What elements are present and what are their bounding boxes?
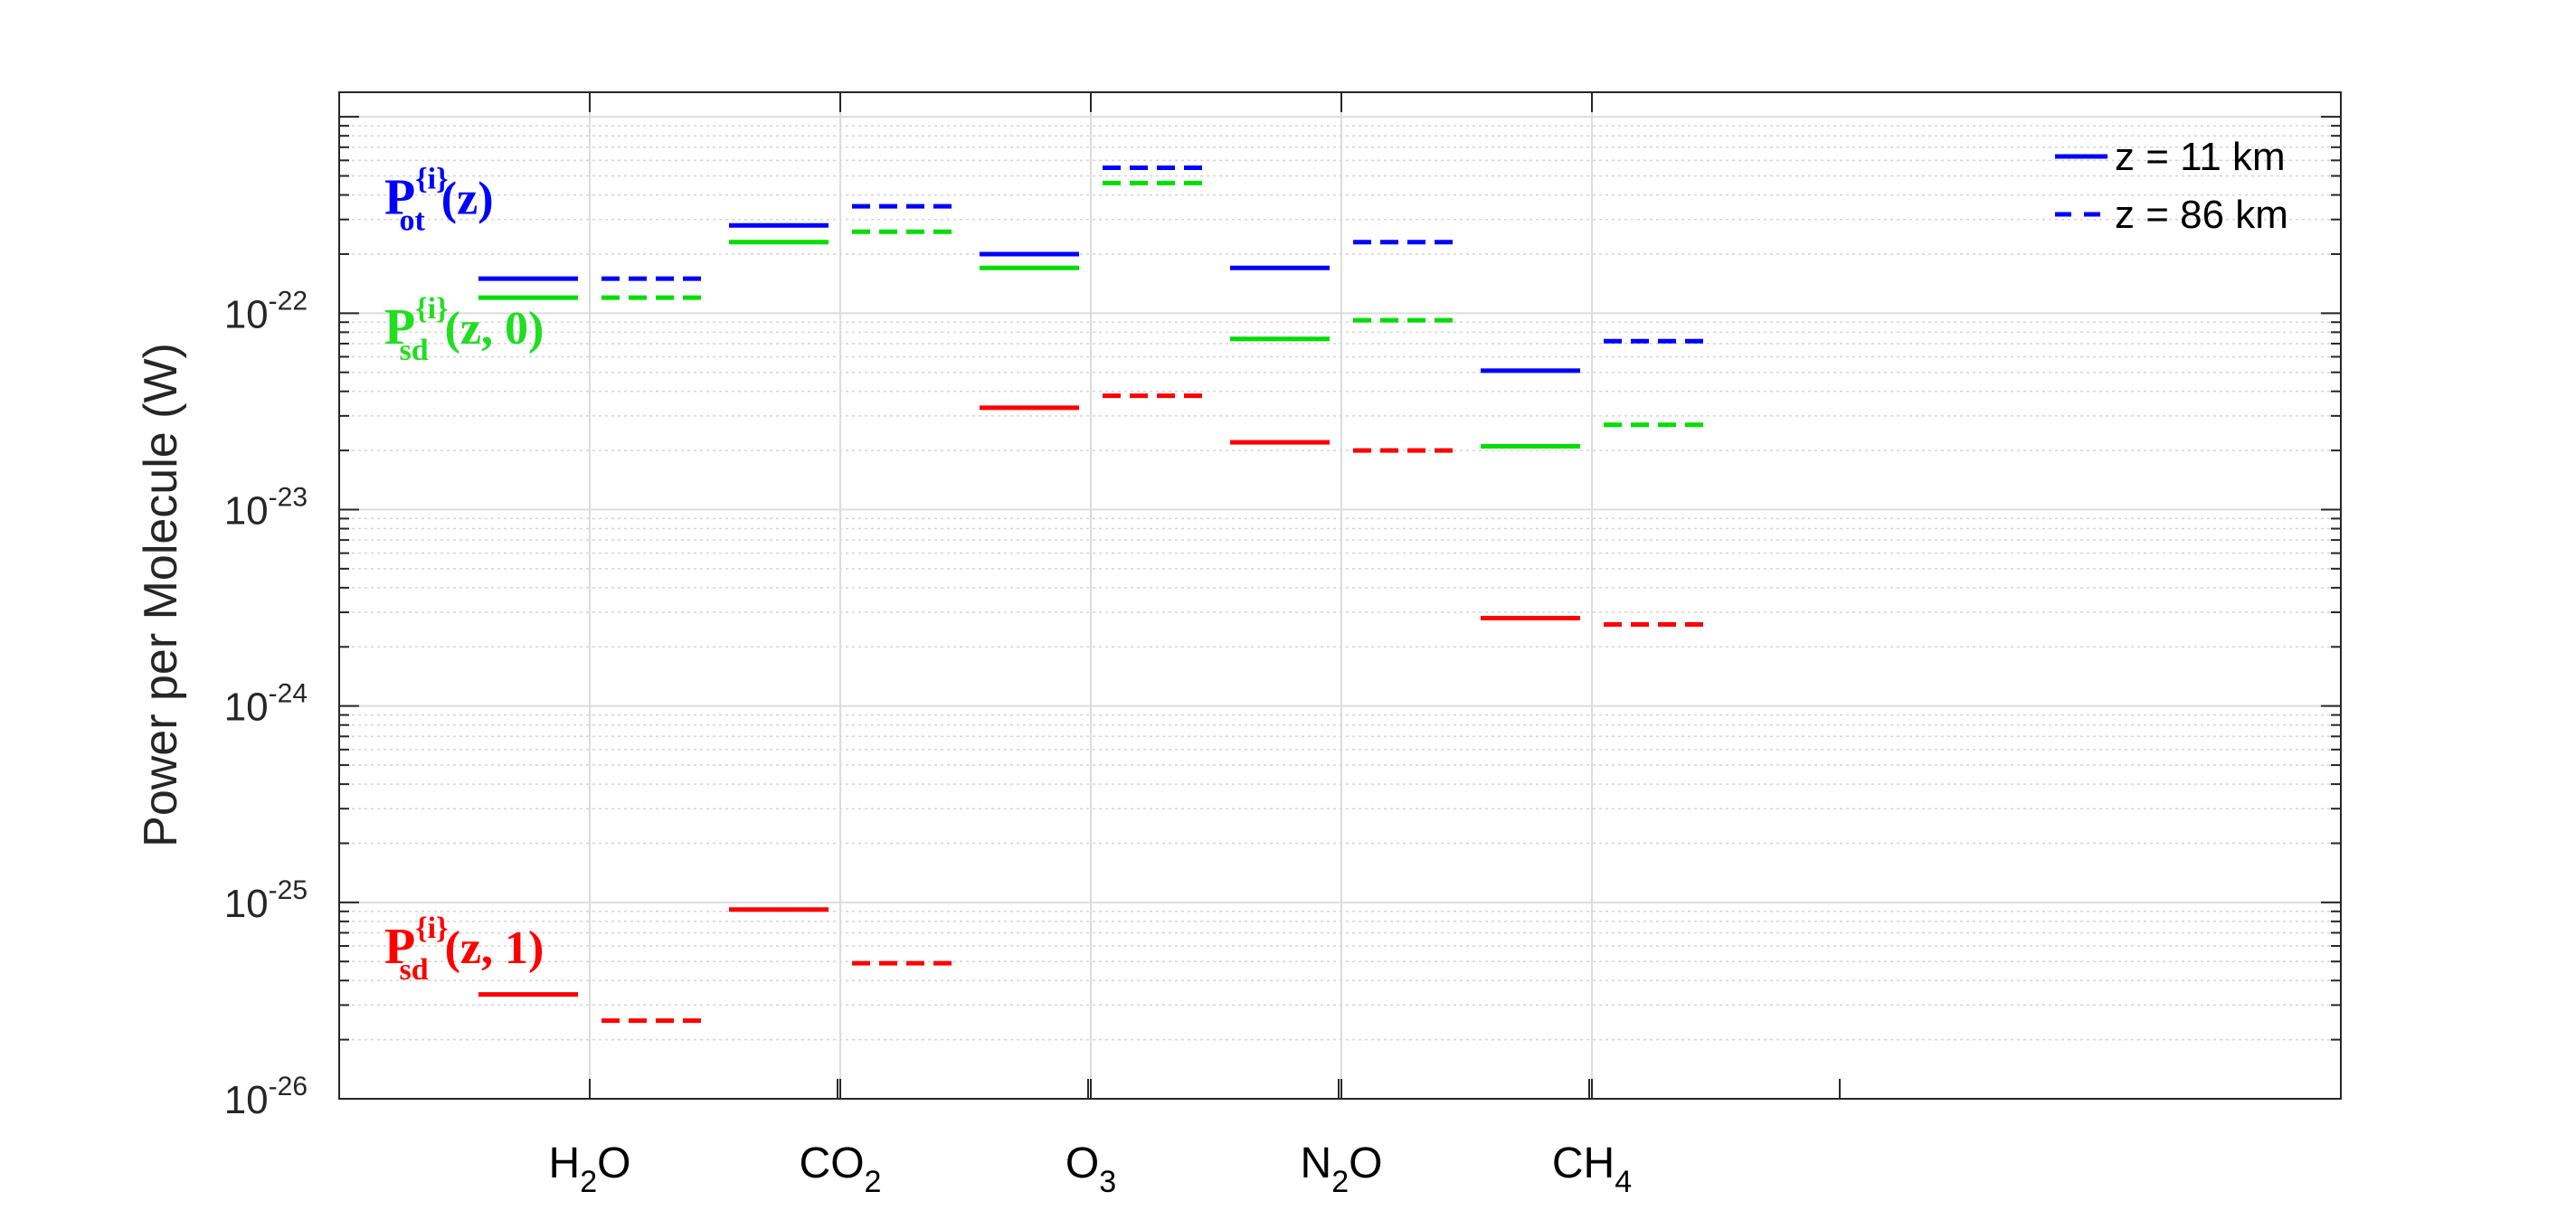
legend: z = 11 km z = 86 km xyxy=(2055,135,2288,237)
legend-label-2: z = 86 km xyxy=(2115,193,2288,237)
y-tick-base: 10 xyxy=(224,292,269,336)
axis-ticks xyxy=(339,92,2341,1100)
x-tick-base: H xyxy=(549,1139,581,1187)
annotation-arguments: (z, 0) xyxy=(445,303,545,355)
x-tick-label: CH4 xyxy=(1552,1139,1632,1199)
x-tick-base: CO xyxy=(800,1139,865,1187)
y-tick-label: 10-22 xyxy=(224,286,308,336)
series-layer xyxy=(478,165,1707,1024)
y-tick-exponent: -25 xyxy=(269,875,308,905)
x-tick-tail: O xyxy=(597,1139,630,1187)
major-grid xyxy=(339,92,2341,1099)
legend-label-1: z = 11 km xyxy=(2115,135,2286,179)
x-tick-label: CO2 xyxy=(800,1139,882,1199)
y-tick-base: 10 xyxy=(224,882,269,926)
x-tick-label: O3 xyxy=(1065,1139,1116,1199)
x-tick-label: N2O xyxy=(1301,1139,1383,1199)
y-tick-base: 10 xyxy=(224,1078,269,1122)
x-tick-subscript: 2 xyxy=(865,1165,882,1199)
annotation-subscript: sd xyxy=(399,953,428,987)
y-tick-exponent: -22 xyxy=(269,286,308,316)
annotation-symbol: P xyxy=(384,170,415,226)
y-tick-base: 10 xyxy=(224,685,269,730)
y-tick-base: 10 xyxy=(224,488,269,533)
y-tick-label: 10-24 xyxy=(224,679,308,730)
annotation-superscript: {i} xyxy=(415,912,448,945)
x-tick-base: O xyxy=(1065,1139,1099,1187)
annotation-superscript: {i} xyxy=(415,163,448,196)
annotation-pot: P{i} ot (z) xyxy=(384,163,494,238)
x-tick-subscript: 2 xyxy=(1331,1165,1349,1199)
x-tick-subscript: 2 xyxy=(580,1165,597,1199)
annotation-arguments: (z, 1) xyxy=(445,922,545,974)
y-tick-exponent: -24 xyxy=(269,679,308,709)
x-tick-subscript: 4 xyxy=(1615,1165,1632,1199)
x-tick-base: N xyxy=(1301,1139,1332,1187)
annotation-psd1: P{i} sd (z, 1) xyxy=(384,912,544,987)
annotation-superscript: {i} xyxy=(415,292,448,326)
plot-area xyxy=(339,92,2341,1099)
x-tick-tail: O xyxy=(1349,1139,1382,1187)
x-tick-label: H2O xyxy=(549,1139,631,1199)
y-axis-label: Power per Molecule (W) xyxy=(135,343,187,847)
y-tick-label: 10-26 xyxy=(224,1072,308,1122)
x-tick-base: CH xyxy=(1552,1139,1615,1187)
annotation-symbol: P xyxy=(384,919,415,975)
y-tick-label: 10-25 xyxy=(224,875,308,926)
annotation-psd0: P{i} sd (z, 0) xyxy=(384,292,544,367)
minor-grid xyxy=(339,125,2341,1041)
x-tick-labels: H2O CO2 O3 N2O CH4 xyxy=(549,1139,1633,1199)
annotation-subscript: ot xyxy=(399,204,425,238)
y-tick-label: 10-23 xyxy=(224,482,308,533)
plot-frame xyxy=(338,91,2342,1100)
y-tick-exponent: -23 xyxy=(269,482,308,512)
annotation-subscript: sd xyxy=(399,334,428,367)
annotation-arguments: (z) xyxy=(441,174,494,225)
y-tick-exponent: -26 xyxy=(269,1072,308,1101)
annotation-symbol: P xyxy=(384,299,415,355)
annotations: P{i} ot (z)P{i} sd (z, 0)P{i} sd (z, 1) xyxy=(384,163,544,987)
x-tick-subscript: 3 xyxy=(1099,1165,1116,1199)
